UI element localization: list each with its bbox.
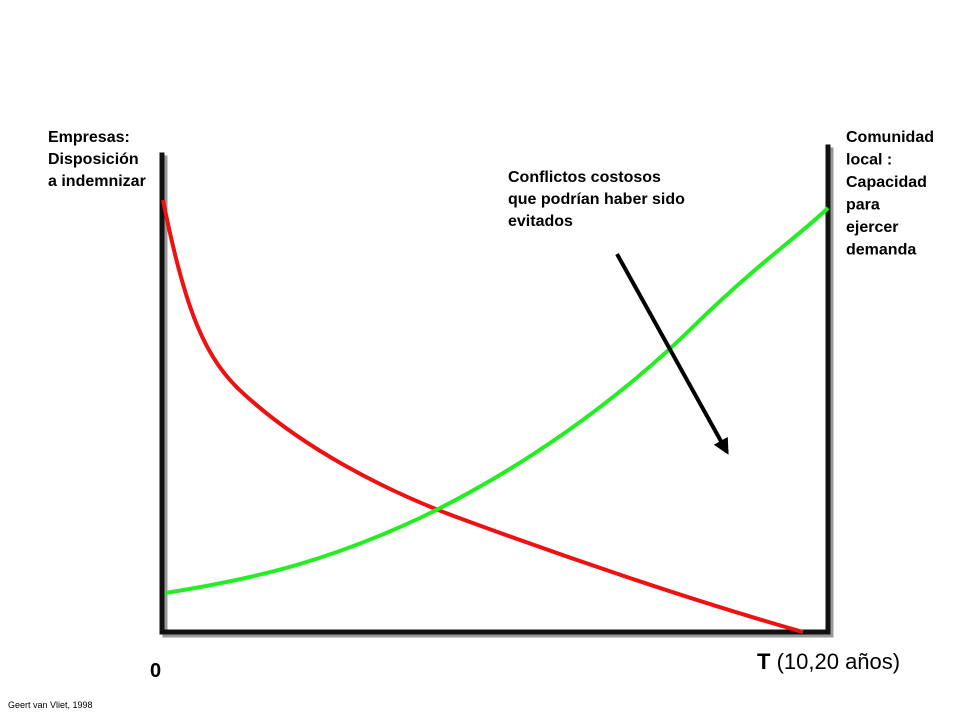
right-label: Comunidad [846, 129, 934, 146]
left-label: Empresas: [48, 129, 130, 146]
annotation: que podrían haber sido [508, 191, 685, 208]
credit: Geert van Vliet, 1998 [8, 700, 93, 710]
left-label: a indemnizar [48, 173, 146, 190]
right-label: ejercer [846, 219, 899, 236]
x-axis-text: (10,20 años) [777, 649, 901, 674]
green-curve [164, 206, 830, 595]
x-axis-label: T (10,20 años) [757, 649, 900, 674]
x-axis-symbol: T [757, 649, 771, 674]
arrow [615, 253, 729, 455]
left-label: Disposición [48, 151, 139, 168]
right-label: demanda [846, 242, 916, 259]
right-label: Capacidad [846, 174, 927, 191]
axes [159, 144, 834, 638]
annotation: Conflictos costosos [508, 169, 661, 186]
red-curve [161, 199, 804, 634]
right-label: para [846, 197, 880, 214]
right-label: local : [846, 152, 892, 169]
origin-label: 0 [150, 660, 161, 682]
annotation: evitados [508, 213, 573, 230]
